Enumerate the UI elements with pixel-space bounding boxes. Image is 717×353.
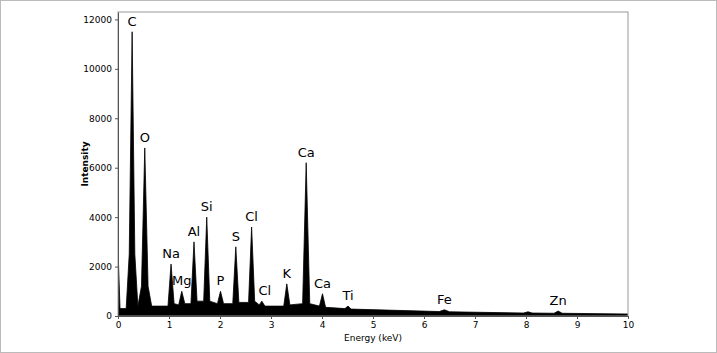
x-tick-label: 1 (167, 320, 173, 330)
y-tick-mark (115, 316, 118, 317)
x-tick-label: 0 (116, 320, 122, 330)
peak-label: Zn (550, 293, 567, 308)
page-border (1, 1, 717, 353)
y-tick-mark (115, 217, 118, 218)
x-tick-label: 3 (269, 320, 275, 330)
peak-label: C (128, 14, 137, 29)
chart-container: 0 1 2 3 4 5 6 7 8 9 10 0 2000 4000 6000 8000 10000 12000 C… (0, 0, 717, 353)
x-tick-mark (577, 316, 578, 319)
x-tick-label: 10 (623, 320, 635, 330)
y-tick: 0 (106, 311, 118, 321)
y-tick: 12000 (83, 15, 118, 25)
chart-svg: 0 1 2 3 4 5 6 7 8 9 10 0 2000 4000 6000 8000 10000 12000 C… (0, 0, 717, 353)
y-tick: 4000 (89, 213, 118, 223)
y-tick-label: 8000 (89, 114, 112, 124)
peak-label: Mg (172, 273, 191, 288)
x-tick-label: 6 (422, 320, 428, 330)
y-tick: 8000 (89, 114, 118, 124)
y-tick-mark (115, 19, 118, 20)
x-tick-mark (475, 316, 476, 319)
peak-label: P (217, 273, 225, 288)
x-tick-mark (526, 316, 527, 319)
x-axis: 0 1 2 3 4 5 6 7 8 9 10 (116, 316, 635, 330)
x-axis-title: Energy (keV) (344, 333, 402, 343)
y-tick: 6000 (89, 163, 118, 173)
x-tick-mark (322, 316, 323, 319)
peak-label: Cl (259, 283, 272, 298)
x-tick-label: 5 (371, 320, 377, 330)
x-tick: 1 (167, 316, 173, 330)
x-tick: 10 (623, 316, 635, 330)
y-tick: 10000 (83, 64, 118, 74)
x-tick-label: 8 (524, 320, 530, 330)
y-tick: 2000 (89, 262, 118, 272)
x-tick: 6 (422, 316, 428, 330)
x-tick-mark (373, 316, 374, 319)
peak-label: Fe (437, 292, 452, 307)
x-tick: 4 (320, 316, 326, 330)
y-tick-mark (115, 168, 118, 169)
x-tick: 9 (575, 316, 581, 330)
x-tick-mark (271, 316, 272, 319)
x-tick: 8 (524, 316, 530, 330)
x-tick-mark (424, 316, 425, 319)
peak-label: S (232, 229, 240, 244)
y-tick-label: 4000 (89, 213, 112, 223)
annotations: C O Na Mg AlSi P S Cl Cl K Ca Ca Ti Fe Zn (128, 14, 567, 308)
x-tick: 3 (269, 316, 275, 330)
plot: 0 1 2 3 4 5 6 7 8 9 10 0 2000 4000 6000 8000 10000 12000 C… (83, 12, 634, 330)
y-tick-label: 12000 (83, 15, 112, 25)
y-tick-label: 10000 (83, 64, 112, 74)
peak-label: Cl (245, 209, 258, 224)
peak-label: Na (162, 246, 180, 261)
y-tick-label: 0 (106, 311, 112, 321)
marks (118, 32, 628, 316)
peak-label: Si (201, 199, 213, 214)
y-axis-line (118, 13, 119, 317)
peak-label: Al (188, 224, 201, 239)
y-tick-label: 6000 (89, 163, 112, 173)
x-tick: 0 (116, 316, 122, 330)
peak-label: O (140, 130, 150, 145)
x-tick-mark (628, 316, 629, 319)
x-tick-mark (220, 316, 221, 319)
plot-frame (118, 12, 628, 316)
x-tick-mark (169, 316, 170, 319)
x-tick: 5 (371, 316, 377, 330)
y-tick-mark (115, 69, 118, 70)
peak-label: K (283, 266, 292, 281)
peak-label: Ti (341, 288, 353, 303)
y-tick-mark (115, 118, 118, 119)
x-tick-label: 4 (320, 320, 326, 330)
spectrum-area (118, 32, 628, 316)
x-tick: 2 (218, 316, 224, 330)
x-tick: 7 (473, 316, 479, 330)
x-tick-label: 2 (218, 320, 224, 330)
y-axis-title: Intensity (80, 141, 90, 186)
x-tick-label: 9 (575, 320, 581, 330)
peak-label: Ca (298, 145, 315, 160)
y-tick-label: 2000 (89, 262, 112, 272)
peak-label: Ca (314, 276, 331, 291)
y-tick-mark (115, 267, 118, 268)
x-tick-label: 7 (473, 320, 479, 330)
